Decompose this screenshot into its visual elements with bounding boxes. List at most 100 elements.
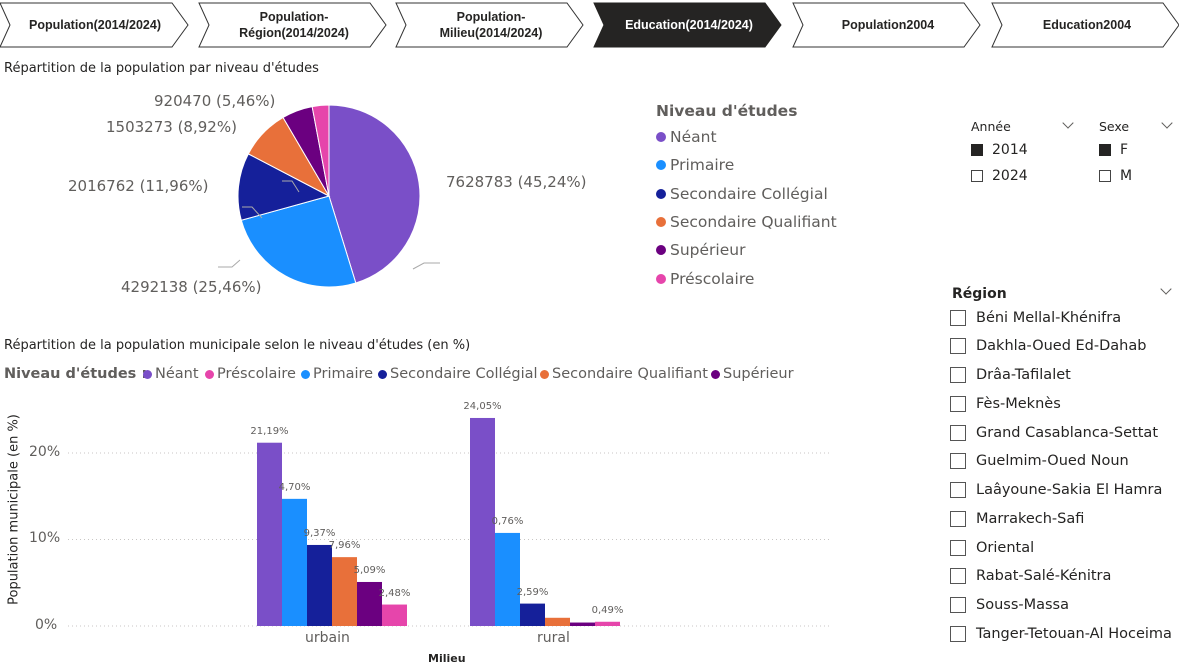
- bar-rural-n-ant[interactable]: [470, 417, 495, 626]
- legend-label: Supérieur: [670, 241, 746, 259]
- legend-dot: [378, 369, 387, 379]
- bar-rural-secondaire-qualifiant[interactable]: [545, 617, 570, 626]
- checkbox[interactable]: [950, 310, 966, 326]
- leader-line-secondaire-collegial: [218, 259, 241, 268]
- bar-legend-item-secondaire-collegial[interactable]: Secondaire Collégial: [378, 366, 538, 382]
- region-chevron-down-icon[interactable]: [1160, 283, 1172, 295]
- option-label: 2024: [992, 168, 1028, 184]
- bar-legend-item-prescolaire[interactable]: Préscolaire: [205, 366, 296, 382]
- tab-shape-population-milieu[interactable]: [395, 2, 584, 48]
- checkbox[interactable]: [950, 626, 966, 642]
- tab-shape-education-2014-2024[interactable]: [593, 2, 782, 48]
- bar-data-label: 4,70%: [278, 481, 311, 493]
- checkbox[interactable]: [1099, 170, 1111, 182]
- annee-option-2014[interactable]: 2014: [971, 142, 1028, 158]
- bar-urbain-pr-scolaire[interactable]: [382, 604, 407, 626]
- annee-option-2024[interactable]: 2024: [971, 168, 1028, 184]
- checkbox[interactable]: [950, 511, 966, 527]
- page-navigator: Population(2014/2024) Population- Région…: [0, 0, 1179, 52]
- region-label: Dakhla-Oued Ed-Dahab: [976, 338, 1147, 354]
- pie-legend-item-prescolaire[interactable]: Préscolaire: [656, 270, 754, 288]
- region-label: Tanger-Tetouan-Al Hoceima: [976, 626, 1172, 642]
- bar-urbain-secondaire-qualifiant[interactable]: [332, 557, 357, 626]
- checkbox-checked[interactable]: [971, 144, 983, 156]
- pie-legend-item-neant[interactable]: Néant: [656, 128, 717, 146]
- region-option[interactable]: Béni Mellal-Khénifra: [950, 310, 1121, 326]
- legend-label: Secondaire Qualifiant: [552, 366, 708, 382]
- x-tick-rural: rural: [537, 630, 570, 646]
- checkbox[interactable]: [971, 170, 983, 182]
- pie-legend-item-secondaire-collegial[interactable]: Secondaire Collégial: [656, 185, 828, 203]
- bar-rural-pr-scolaire[interactable]: [595, 621, 620, 626]
- tab-population2004[interactable]: Population2004: [841, 18, 935, 32]
- region-label: Souss-Massa: [976, 597, 1069, 613]
- sexe-option-f[interactable]: F: [1099, 142, 1128, 158]
- bar-data-label: 0,76%: [491, 515, 524, 527]
- option-label: 2014: [992, 142, 1028, 158]
- bar-legend-item-primaire[interactable]: Primaire: [301, 366, 373, 382]
- legend-dot: [205, 369, 214, 379]
- legend-dot: [301, 369, 310, 379]
- tab-shape-education2004[interactable]: [991, 2, 1179, 48]
- tab-population-milieu[interactable]: Population- Milieu(2014/2024): [439, 10, 543, 40]
- checkbox[interactable]: [950, 425, 966, 441]
- region-option[interactable]: Marrakech-Safi: [950, 511, 1084, 527]
- region-option[interactable]: Dakhla-Oued Ed-Dahab: [950, 338, 1146, 354]
- option-label: F: [1120, 142, 1129, 158]
- pie-legend-item-primaire[interactable]: Primaire: [656, 156, 734, 174]
- region-option[interactable]: Laâyoune-Sakia El Hamra: [950, 482, 1162, 498]
- pie-slice-prescolaire[interactable]: [311, 104, 330, 197]
- checkbox[interactable]: [950, 568, 966, 584]
- annee-chevron-down-icon[interactable]: [1062, 117, 1074, 129]
- region-option[interactable]: Fès-Meknès: [950, 396, 1061, 412]
- x-axis-title: Milieu: [428, 652, 466, 665]
- sexe-option-m[interactable]: M: [1099, 168, 1132, 184]
- bar-legend-item-neant[interactable]: Néant: [143, 366, 199, 382]
- bar-data-label: 0,49%: [591, 604, 624, 616]
- tab-shape-population-region[interactable]: [198, 2, 387, 48]
- bar-legend-item-secondaire-qualifiant[interactable]: Secondaire Qualifiant: [540, 366, 708, 382]
- tab-population-region[interactable]: Population- Région(2014/2024): [239, 10, 349, 40]
- bar-urbain-secondaire-coll-gial[interactable]: [307, 544, 332, 626]
- bar-rural-sup-rieur[interactable]: [570, 622, 595, 626]
- tab-shape-population2004[interactable]: [792, 2, 981, 48]
- checkbox[interactable]: [950, 396, 966, 412]
- bar-rural-secondaire-coll-gial[interactable]: [520, 603, 545, 626]
- region-option[interactable]: Drâa-Tafilalet: [950, 367, 1071, 383]
- checkbox[interactable]: [950, 540, 966, 556]
- pie-legend-item-secondaire-qualifiant[interactable]: Secondaire Qualifiant: [656, 213, 837, 231]
- region-option[interactable]: Souss-Massa: [950, 597, 1069, 613]
- pie-slice-secondaire-collegial[interactable]: [237, 153, 331, 221]
- checkbox[interactable]: [950, 597, 966, 613]
- checkbox[interactable]: [950, 453, 966, 469]
- leader-line-secondaire-qualifiant: [242, 206, 263, 219]
- bar-rural-primaire[interactable]: [495, 532, 520, 626]
- tab-education2004[interactable]: Education2004: [1042, 18, 1132, 32]
- pie-legend-item-superieur[interactable]: Supérieur: [656, 241, 745, 259]
- region-option[interactable]: Rabat-Salé-Kénitra: [950, 568, 1111, 584]
- region-option[interactable]: Oriental: [950, 540, 1034, 556]
- bar-urbain-sup-rieur[interactable]: [357, 581, 382, 626]
- region-option[interactable]: Guelmim-Oued Noun: [950, 453, 1129, 469]
- pie-label-primaire: 4292138 (25,46%): [121, 278, 262, 296]
- tab-education-2014-2024[interactable]: Education(2014/2024): [625, 18, 753, 32]
- checkbox[interactable]: [950, 482, 966, 498]
- bar-legend-item-superieur[interactable]: Supérieur: [711, 366, 794, 382]
- checkbox[interactable]: [950, 367, 966, 383]
- leader-line-neant: [412, 262, 440, 270]
- legend-label: Secondaire Collégial: [670, 185, 828, 203]
- tab-shape-population-2014-2024[interactable]: [0, 2, 189, 48]
- pie-slice-neant[interactable]: [328, 104, 421, 284]
- sexe-chevron-down-icon[interactable]: [1161, 117, 1173, 129]
- bar-urbain-primaire[interactable]: [282, 498, 307, 626]
- leader-line-superieur: [282, 180, 300, 193]
- tab-population-2014-2024[interactable]: Population(2014/2024): [29, 18, 161, 32]
- checkbox[interactable]: [950, 338, 966, 354]
- pie-slice-primaire[interactable]: [240, 195, 357, 288]
- bar-urbain-n-ant[interactable]: [257, 442, 282, 626]
- region-option[interactable]: Grand Casablanca-Settat: [950, 425, 1158, 441]
- bar-legend-title: Niveau d'études :: [4, 366, 148, 382]
- region-option[interactable]: Tanger-Tetouan-Al Hoceima: [950, 626, 1172, 642]
- region-label: Rabat-Salé-Kénitra: [976, 568, 1112, 584]
- checkbox-checked[interactable]: [1099, 144, 1111, 156]
